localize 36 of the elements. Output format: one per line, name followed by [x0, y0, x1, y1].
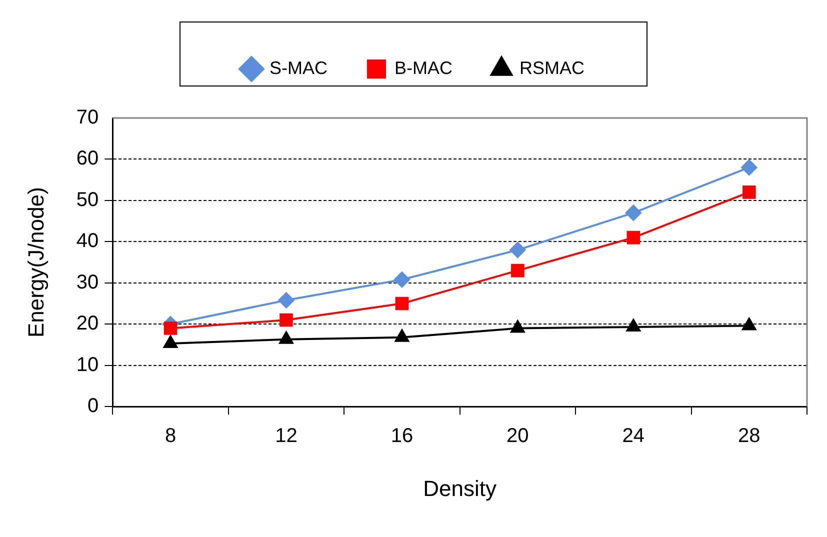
x-tick-label: 8	[164, 425, 176, 448]
legend-label: RSMAC	[519, 58, 585, 78]
point	[164, 322, 178, 335]
point	[280, 313, 293, 327]
point	[742, 186, 756, 199]
point	[626, 319, 640, 332]
legend-label: S-MAC	[270, 58, 328, 78]
point	[626, 230, 640, 244]
point	[511, 264, 524, 278]
point	[394, 329, 410, 342]
point	[163, 336, 178, 348]
point	[394, 272, 410, 288]
x-tick-label: 12	[275, 425, 298, 448]
y-axis-title: Energy(J/node)	[23, 187, 48, 338]
y-tick-label: 50	[76, 188, 99, 211]
point	[625, 204, 642, 221]
x-tick-label: 16	[390, 425, 414, 448]
point	[510, 320, 525, 333]
point	[278, 292, 294, 308]
y-tick-label: 70	[76, 106, 99, 129]
y-tick-label: 30	[76, 271, 99, 294]
x-tick-label: 20	[506, 425, 529, 448]
y-tick-label: 20	[76, 312, 99, 335]
y-tick-label: 0	[88, 395, 99, 418]
point	[510, 242, 526, 258]
x-tick-label: 24	[622, 425, 645, 448]
x-tick-label: 28	[738, 425, 760, 448]
legend-label: B-MAC	[394, 58, 452, 78]
y-tick-label: 60	[76, 148, 99, 170]
point	[279, 331, 294, 344]
point	[742, 318, 756, 330]
point	[395, 296, 409, 310]
y-tick-label: 40	[76, 230, 99, 252]
point	[741, 159, 758, 176]
x-axis-title: Density	[423, 476, 497, 501]
y-tick-label: 10	[76, 354, 99, 376]
